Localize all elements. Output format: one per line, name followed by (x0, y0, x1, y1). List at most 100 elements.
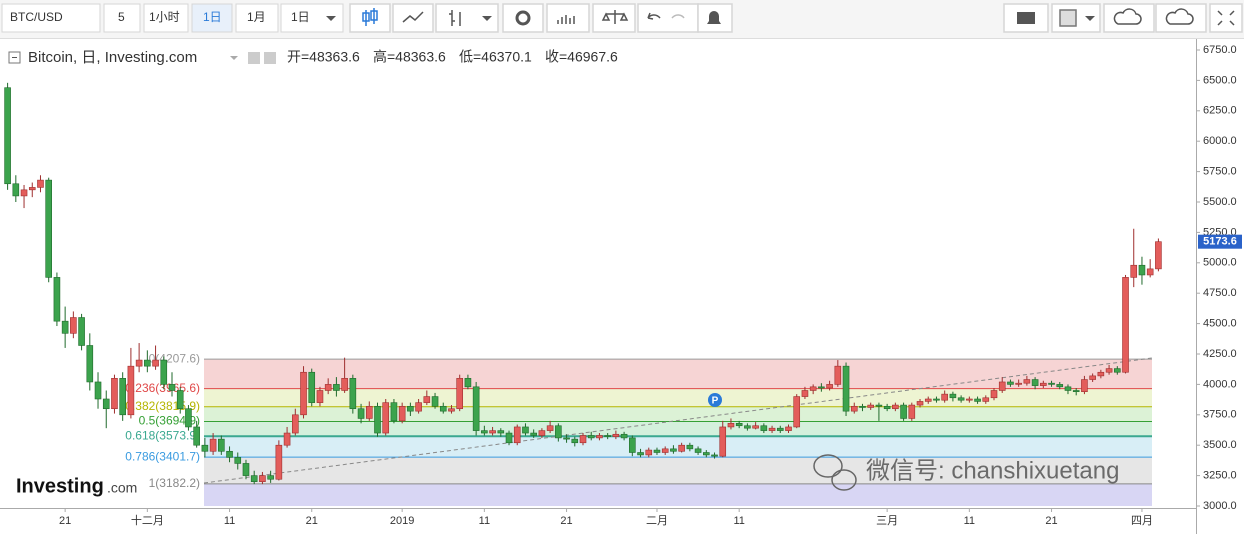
candle-body (1072, 390, 1080, 392)
candle-body (842, 365, 850, 412)
ohlc-high: 高=48363.6 (373, 49, 446, 65)
fib-band (204, 483, 1152, 506)
candle-body (439, 405, 447, 412)
symbol-box[interactable] (1, 3, 101, 33)
candle-body (185, 408, 192, 428)
candle-body (160, 359, 168, 385)
candle-body (283, 432, 291, 446)
candle-body (152, 359, 159, 367)
candle-body (694, 448, 702, 453)
candle-body (144, 359, 151, 367)
candle-body (1031, 379, 1039, 386)
candle-body (86, 345, 94, 383)
fib-label: 0.5(3694.9) (139, 414, 200, 428)
candle-body (415, 402, 422, 412)
candle-body (4, 87, 11, 185)
candle-body (859, 405, 866, 408)
interval-box[interactable] (103, 3, 141, 33)
candle-body (826, 384, 833, 389)
candle-body (1015, 382, 1022, 385)
candle-body (70, 317, 77, 334)
candle-body (250, 475, 258, 482)
candle-body (333, 384, 340, 391)
candle-body (653, 449, 661, 453)
candle-body (957, 397, 965, 401)
candle-body (1040, 382, 1047, 386)
candle-body (908, 404, 916, 419)
candle-body (53, 277, 61, 322)
candle-body (744, 425, 751, 429)
ohlc-open: 开=48363.6 (287, 49, 360, 65)
y-tick-label: 3250.0 (1203, 470, 1237, 482)
close-icon[interactable] (264, 52, 276, 64)
event-marker[interactable] (708, 393, 722, 407)
candle-body (1105, 368, 1113, 373)
candle-body (513, 426, 521, 444)
btn-month[interactable] (235, 3, 279, 33)
candle-body (793, 396, 801, 428)
logo-suffix: .com (107, 480, 137, 496)
ohlc-low: 低=46370.1 (459, 49, 532, 65)
candle-body (308, 371, 316, 403)
candle-body (1048, 382, 1055, 385)
candle-body (678, 444, 685, 452)
btn-hour[interactable] (143, 3, 189, 33)
candle-body (571, 438, 579, 444)
candle-body (974, 398, 981, 402)
x-tick-label: 11 (479, 515, 490, 527)
candle-body (357, 408, 365, 419)
candle-body (563, 437, 570, 440)
candle-body (218, 438, 225, 452)
candle-body (201, 444, 209, 452)
candle-body (933, 398, 940, 401)
trend-line (203, 357, 1153, 484)
candle-body (966, 398, 973, 401)
candle-body (719, 426, 727, 457)
last-price-tag (1198, 234, 1242, 249)
candle-body (209, 438, 217, 452)
btn-month-label: 1月 (247, 10, 266, 24)
candle-body (522, 426, 529, 434)
y-tick-label: 3000.0 (1203, 500, 1237, 512)
candle-body (1155, 241, 1162, 270)
candle-body (448, 408, 455, 412)
candle-body (916, 401, 924, 406)
candle-body (801, 390, 809, 397)
x-tick-label: 十二月 (131, 513, 164, 527)
btn-day[interactable] (191, 3, 233, 33)
candle-body (45, 179, 53, 278)
candle-body (900, 404, 907, 419)
candle-body (555, 425, 562, 439)
candle-body (472, 386, 480, 431)
ohlc-close: 收=46967.6 (545, 49, 618, 65)
candle-body (735, 423, 743, 427)
symbol: BTC/USD (10, 10, 63, 24)
candle-body (94, 381, 102, 400)
candle-body (596, 435, 603, 439)
candle-body (1081, 379, 1088, 392)
candle-body (670, 448, 677, 452)
candle-body (702, 452, 710, 456)
candle-body (546, 425, 554, 431)
candle-body (390, 402, 398, 422)
btn-period-label: 1日 (291, 10, 310, 24)
chart-title: Bitcoin, 日, Investing.com (28, 49, 197, 66)
candle-body (398, 405, 406, 422)
btn-day-label: 1日 (203, 10, 222, 24)
x-tick-label: 11 (224, 515, 235, 527)
fib-band (204, 457, 1152, 484)
candle-body (867, 404, 875, 408)
candle-body (686, 444, 694, 450)
candle-body (941, 393, 948, 401)
candle-body (193, 426, 200, 446)
candle-body (998, 381, 1006, 391)
candle-body (612, 433, 620, 437)
candle-body (407, 405, 414, 412)
x-tick-label: 21 (306, 515, 318, 527)
candle-body (349, 378, 357, 410)
candle-body (785, 426, 792, 431)
settings-icon[interactable] (248, 52, 260, 64)
candle-body (456, 378, 464, 410)
candle-body (1097, 371, 1105, 377)
fib-band (204, 421, 1152, 437)
